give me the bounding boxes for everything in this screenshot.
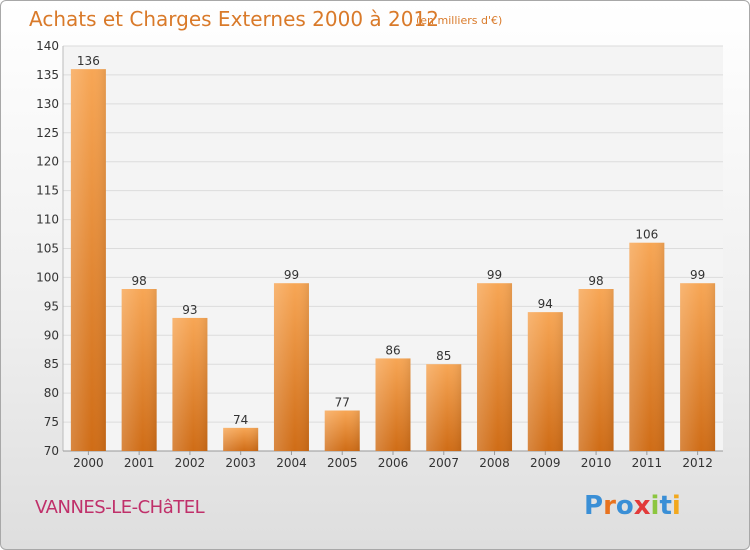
x-tick-label: 2011 — [632, 456, 663, 470]
data-label: 93 — [182, 303, 197, 317]
logo-letter: i — [650, 491, 660, 521]
bar-shade-2005 — [324, 410, 360, 451]
bars — [70, 69, 716, 452]
x-tick-labels: 2000 2001 2002 2003 2004 2005 2006 2007 2008 2009… — [73, 456, 713, 470]
x-tick-label: 2008 — [479, 456, 510, 470]
bar-shade-2002 — [172, 317, 208, 451]
data-label: 99 — [690, 268, 705, 282]
logo-letter: r — [603, 491, 616, 521]
x-tick-label: 2002 — [175, 456, 206, 470]
data-label: 98 — [588, 274, 603, 288]
y-tick-label: 95 — [44, 299, 59, 313]
bar-shade-2006 — [375, 358, 411, 451]
bar-shade-2012 — [680, 283, 716, 451]
x-tick-label: 2010 — [581, 456, 612, 470]
y-tick-label: 100 — [36, 270, 59, 284]
logo-letter: t — [659, 491, 672, 521]
bar-shade-2004 — [273, 283, 309, 451]
y-tick-label: 115 — [36, 184, 59, 198]
x-tick-label: 2001 — [124, 456, 155, 470]
x-tick-label: 2012 — [682, 456, 713, 470]
chart-subtitle: (en milliers d'€) — [416, 14, 503, 27]
y-tick-label: 135 — [36, 68, 59, 82]
data-label: 77 — [335, 396, 350, 410]
x-tick-label: 2003 — [225, 456, 256, 470]
x-tick-label: 2000 — [73, 456, 104, 470]
x-tick-label: 2007 — [428, 456, 459, 470]
bar-shade-2001 — [121, 289, 157, 451]
bar-shade-2011 — [629, 242, 665, 451]
data-label: 98 — [132, 274, 147, 288]
y-tick-label: 120 — [36, 155, 59, 169]
data-label: 74 — [233, 413, 248, 427]
x-tick-label: 2004 — [276, 456, 307, 470]
data-label: 99 — [487, 268, 502, 282]
logo-letter: x — [633, 491, 651, 521]
data-label: 85 — [436, 349, 451, 363]
logo-letter: i — [671, 491, 681, 521]
logo-letter: P — [584, 491, 604, 521]
y-tick-label: 85 — [44, 357, 59, 371]
y-tick-label: 110 — [36, 213, 59, 227]
bar-shade-2009 — [527, 312, 563, 451]
logo-letter: o — [615, 491, 634, 521]
y-tick-label: 125 — [36, 126, 59, 140]
bar-shade-2010 — [578, 289, 614, 451]
y-tick-labels: 70 75 80 85 90 95 100 105 110 115 120 125 130 135 140 — [36, 39, 59, 458]
y-tick-label: 75 — [44, 415, 59, 429]
x-tick-label: 2005 — [327, 456, 358, 470]
data-labels: 136 98 93 74 99 77 86 85 99 94 98 106 99 — [77, 54, 705, 427]
bar-shade-2008 — [477, 283, 513, 451]
bar-shade-2000 — [70, 69, 106, 452]
proxiti-logo: Proxiti — [584, 491, 681, 521]
y-tick-label: 105 — [36, 242, 59, 256]
y-tick-label: 90 — [44, 328, 59, 342]
y-tick-label: 140 — [36, 39, 59, 53]
data-label: 86 — [385, 343, 400, 357]
bar-shade-2003 — [223, 427, 259, 451]
chart-title: Achats et Charges Externes 2000 à 2012 — [29, 7, 439, 31]
bar-shade-2007 — [426, 364, 462, 451]
y-tick-label: 130 — [36, 97, 59, 111]
data-label: 136 — [77, 54, 100, 68]
x-tick-label: 2006 — [378, 456, 409, 470]
y-tick-label: 70 — [44, 444, 59, 458]
y-tick-label: 80 — [44, 386, 59, 400]
data-label: 106 — [635, 228, 658, 242]
data-label: 94 — [538, 297, 553, 311]
x-tick-label: 2009 — [530, 456, 561, 470]
data-label: 99 — [284, 268, 299, 282]
commune-name: VANNES-LE-CHâTEL — [35, 497, 205, 518]
